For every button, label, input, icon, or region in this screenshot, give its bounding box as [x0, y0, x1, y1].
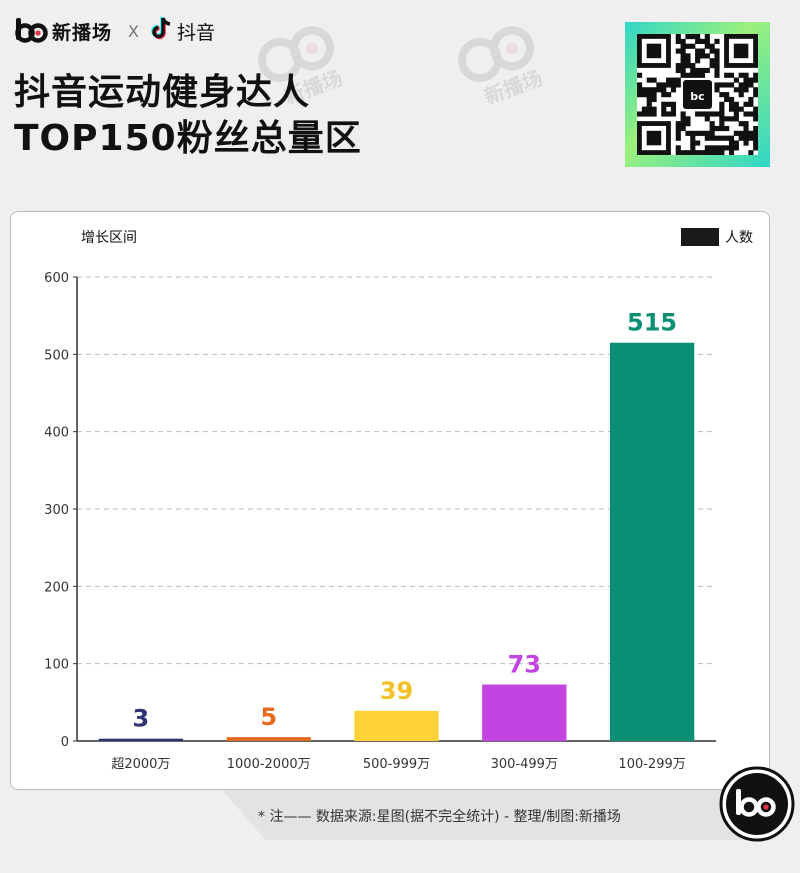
x-tick-label: 1000-2000万 — [227, 757, 311, 772]
y-axis-label: 增长区间 — [81, 230, 137, 246]
y-tick-label: 0 — [61, 735, 69, 750]
legend-label: 人数 — [725, 230, 753, 246]
qr-code[interactable]: bc — [625, 22, 770, 167]
bar-value-label: 5 — [260, 703, 277, 731]
title-line-2: TOP150粉丝总量区 — [14, 118, 362, 159]
bar-value-label: 515 — [627, 309, 677, 337]
y-tick-label: 500 — [44, 348, 69, 363]
title-line-1: 抖音运动健身达人 — [14, 72, 311, 113]
bar-value-label: 39 — [380, 677, 413, 705]
footer-strip — [222, 790, 768, 840]
bar-value-label: 73 — [508, 651, 541, 679]
partner-name: 抖音 — [176, 21, 215, 44]
y-tick-label: 200 — [44, 580, 69, 595]
page-title: 抖音运动健身达人 TOP150粉丝总量区 — [14, 70, 362, 162]
bar — [609, 342, 695, 741]
brand-header: 新播场 X 抖音 — [14, 14, 215, 48]
y-tick-label: 100 — [44, 658, 69, 673]
bar — [226, 737, 311, 741]
bar — [98, 738, 184, 741]
x-tick-label: 100-299万 — [618, 757, 685, 772]
bar — [354, 710, 439, 741]
brand-name: 新播场 — [52, 21, 113, 44]
x-tick-label: 500-999万 — [363, 757, 430, 772]
x-tick-label: 300-499万 — [491, 757, 558, 772]
y-tick-label: 600 — [44, 271, 69, 286]
footer-note: * 注—— 数据来源:星图(据不完全统计) - 整理/制图:新播场 — [258, 809, 621, 825]
qr-code-pattern: bc — [637, 34, 759, 156]
y-tick-label: 300 — [44, 503, 69, 518]
x-tick-label: 超2000万 — [111, 757, 170, 772]
separator: X — [128, 21, 139, 41]
tiktok-logo-icon — [151, 16, 173, 46]
bar — [482, 684, 567, 741]
y-tick-label: 400 — [44, 426, 69, 441]
bc-logo-icon — [14, 18, 48, 44]
corner-bc-logo-icon — [719, 766, 795, 842]
svg-text:bc: bc — [690, 90, 704, 103]
legend-swatch — [681, 228, 719, 246]
bar-value-label: 3 — [133, 705, 150, 733]
